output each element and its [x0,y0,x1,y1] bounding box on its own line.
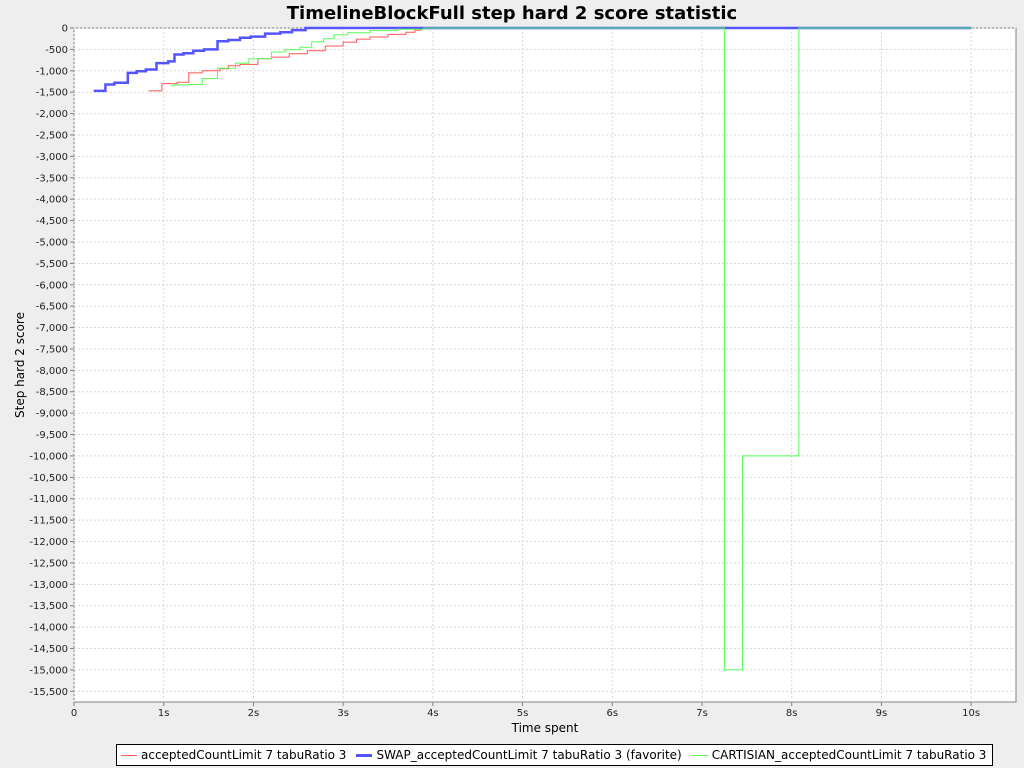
x-tick-label: 10s [962,708,980,719]
x-tick-label: 8s [786,708,798,719]
y-tick-label: -6,500 [36,302,68,313]
y-tick-label: -9,500 [36,430,68,441]
x-tick-label: 2s [248,708,260,719]
series-line [170,27,972,671]
y-tick-label: -1,000 [36,66,68,77]
x-tick-label: 1s [158,708,170,719]
y-tick-label: -10,500 [29,473,68,484]
y-tick-label: -11,500 [29,516,68,527]
x-tick-label: 5s [517,708,529,719]
y-tick-label: -5,500 [36,259,68,270]
x-axis-label: Time spent [511,721,579,735]
legend-label: acceptedCountLimit 7 tabuRatio 3 [141,748,347,762]
x-tick-label: 0 [71,708,77,719]
y-tick-label: -2,500 [36,130,68,141]
y-tick-label: -5,000 [36,237,68,248]
x-tick-label: 3s [337,708,349,719]
y-tick-label: -3,500 [36,173,68,184]
legend-item: SWAP_acceptedCountLimit 7 tabuRatio 3 (f… [356,748,682,762]
y-tick-label: -7,500 [36,344,68,355]
x-axis: 0 1s 2s 3s 4s 5s 6s 7s 8s 9s 10s [71,702,980,719]
chart: TimelineBlockFull step hard 2 score stat… [13,3,1017,735]
series-layer [93,26,972,671]
chart-title: TimelineBlockFull step hard 2 score stat… [287,3,737,24]
x-tick-label: 9s [876,708,888,719]
series-line [148,27,972,92]
y-tick-label: -8,500 [36,387,68,398]
y-tick-label: -14,500 [29,644,68,655]
y-tick-label: -1,500 [36,88,68,99]
plot-area [73,27,1017,703]
y-tick-label: -12,500 [29,558,68,569]
legend-label: SWAP_acceptedCountLimit 7 tabuRatio 3 (f… [376,748,682,762]
x-tick-label: 7s [696,708,708,719]
y-tick-label: -13,000 [29,580,68,591]
y-tick-label: -13,500 [29,601,68,612]
legend-item: acceptedCountLimit 7 tabuRatio 3 [121,748,346,762]
y-tick-label: -8,000 [36,366,68,377]
y-tick-label: -12,000 [29,537,68,548]
y-axis: 0 -500 -1,000 -1,500 -2,000 -2,500 -3,000 -3,50… [29,24,74,698]
y-tick-label: -9,000 [36,409,68,420]
y-tick-label: -14,000 [29,623,68,634]
grid-lines [73,27,1016,702]
y-tick-label: -500 [45,45,68,56]
y-tick-label: -15,500 [29,687,68,698]
y-tick-label: -4,500 [36,216,68,227]
y-tick-label: -2,000 [36,109,68,120]
y-tick-label: -6,000 [36,280,68,291]
y-tick-label: -4,000 [36,195,68,206]
y-axis-label: Step hard 2 score [13,312,27,418]
series-line [93,26,972,93]
legend-swatch [121,754,137,756]
legend-swatch [356,753,373,757]
legend-label: CARTISIAN_acceptedCountLimit 7 tabuRatio… [711,748,987,762]
y-tick-label: -15,000 [29,665,68,676]
x-tick-label: 6s [606,708,618,719]
y-tick-label: 0 [62,24,68,35]
y-tick-label: -11,000 [29,494,68,505]
y-tick-label: -7,000 [36,323,68,334]
y-tick-label: -10,000 [29,451,68,462]
y-tick-label: -3,000 [36,152,68,163]
legend-swatch [691,754,708,756]
legend: acceptedCountLimit 7 tabuRatio 3 SWAP_ac… [116,744,994,766]
x-tick-label: 4s [427,708,439,719]
legend-item: CARTISIAN_acceptedCountLimit 7 tabuRatio… [691,748,987,762]
